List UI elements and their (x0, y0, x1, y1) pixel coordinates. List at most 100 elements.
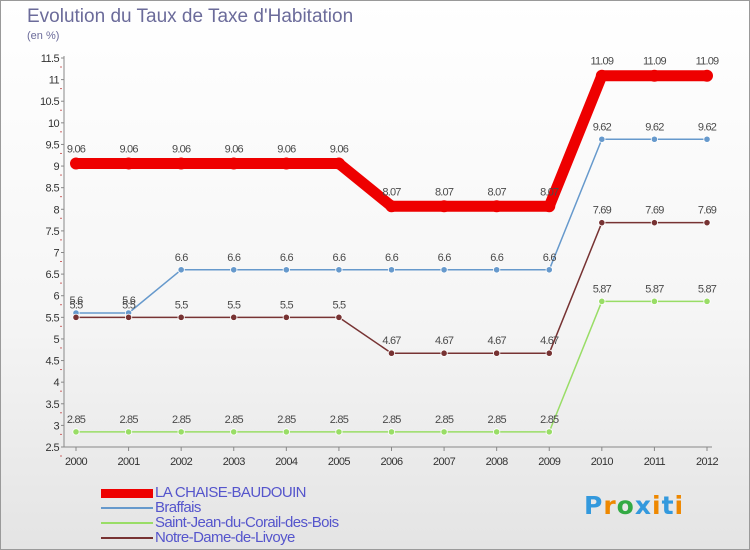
x-tick-label: 2007 (433, 456, 456, 468)
y-tick-label: 11 (49, 75, 60, 87)
data-label: 6.6 (332, 252, 346, 264)
data-label: 8.07 (488, 186, 507, 198)
data-label: 9.62 (645, 121, 664, 133)
data-point (280, 157, 293, 170)
logo-letter: i (652, 491, 662, 520)
series-line (75, 221, 708, 354)
x-tick-label: 2011 (644, 456, 666, 468)
data-label: 2.85 (382, 414, 401, 426)
data-label: 6.6 (385, 252, 399, 264)
data-label: 8.07 (382, 186, 401, 198)
data-label: 9.06 (172, 143, 191, 155)
data-label: 11.09 (696, 56, 719, 68)
data-point (438, 200, 451, 213)
y-tick-label: 6 (53, 291, 59, 303)
data-label: 5.5 (280, 299, 294, 311)
x-tick-label: 2012 (696, 456, 719, 468)
y-tick-label: 9.5 (46, 139, 60, 151)
legend-item: Notre-Dame-de-Livoye (101, 529, 461, 546)
logo-letter: t (661, 491, 675, 520)
data-point (227, 157, 240, 170)
x-tick-label: 2002 (170, 456, 193, 468)
data-point (332, 157, 345, 170)
series-line (75, 300, 708, 433)
data-label: 4.67 (540, 335, 559, 347)
data-point (282, 428, 290, 436)
data-label: 2.85 (119, 414, 138, 426)
data-label: 5.5 (175, 299, 189, 311)
data-point (703, 297, 711, 305)
data-point (648, 69, 661, 82)
logo-letter: i (674, 491, 685, 520)
data-label: 9.62 (698, 121, 717, 133)
data-point (282, 313, 290, 321)
data-point (650, 297, 659, 305)
legend-label: Notre-Dame-de-Livoye (155, 529, 295, 546)
data-point (230, 266, 238, 274)
data-point (72, 428, 80, 436)
data-point (650, 219, 659, 227)
data-label: 2.85 (225, 414, 244, 426)
data-point (545, 428, 553, 436)
data-label: 2.85 (67, 414, 86, 426)
y-tick-label: 4.5 (46, 356, 60, 368)
data-point (387, 349, 396, 357)
legend-label: Saint-Jean-du-Corail-des-Bois (155, 514, 339, 531)
data-point (490, 200, 503, 213)
y-tick-label: 5.5 (46, 312, 60, 324)
data-label: 5.6 (70, 295, 84, 307)
x-tick-label: 2006 (380, 456, 403, 468)
data-label: 2.85 (172, 414, 191, 426)
data-label: 6.6 (543, 252, 557, 264)
data-point (598, 219, 606, 227)
data-label: 5.5 (122, 299, 136, 311)
data-label: 8.07 (435, 186, 454, 198)
data-label: 4.67 (382, 335, 401, 347)
data-point (493, 266, 501, 274)
y-tick-label: 4 (53, 377, 59, 389)
data-point (335, 428, 343, 436)
data-label: 11.09 (643, 56, 666, 68)
data-point (122, 157, 135, 170)
data-point (335, 313, 343, 321)
data-label: 5.87 (593, 283, 612, 295)
data-point (598, 135, 606, 143)
logo-letter: P (584, 491, 604, 520)
data-point (598, 297, 606, 305)
data-label: 9.06 (119, 143, 138, 155)
data-label: 9.06 (225, 143, 244, 155)
y-tick-label: 3 (53, 420, 59, 432)
logo-letter: o (616, 491, 635, 520)
data-point (703, 135, 711, 143)
legend-item: LA CHAISE-BAUDOUIN (101, 484, 461, 501)
data-point (177, 266, 185, 274)
logo-letter: r (603, 491, 617, 520)
data-label: 9.06 (67, 143, 86, 155)
data-label: 6.6 (175, 252, 189, 264)
y-tick-label: 7.5 (46, 226, 60, 238)
y-tick-label: 8 (53, 204, 59, 216)
y-tick-label: 10.5 (40, 96, 59, 108)
y-tick-label: 10 (48, 118, 60, 130)
chart-title: Evolution du Taux de Taxe d'Habitation (27, 6, 354, 27)
data-point (703, 219, 711, 227)
x-tick-label: 2004 (275, 456, 298, 468)
legend-item: Saint-Jean-du-Corail-des-Bois (101, 514, 461, 531)
data-label: 11.09 (590, 56, 613, 68)
data-point (440, 349, 448, 357)
y-tick-label: 8.5 (46, 183, 60, 195)
data-label: 2.85 (540, 414, 559, 426)
data-point (124, 428, 133, 436)
data-label: 6.6 (490, 252, 504, 264)
x-tick-label: 2003 (223, 456, 246, 468)
data-point (595, 69, 608, 82)
chart-legend: LA CHAISE-BAUDOUIN Braffais Saint-Jean-du-… (101, 484, 461, 546)
y-tick-label: 6.5 (46, 269, 60, 281)
data-label: 5.5 (70, 299, 84, 311)
data-point (440, 266, 448, 274)
legend-swatch (101, 537, 153, 539)
data-point (282, 266, 290, 274)
data-point (493, 349, 501, 357)
data-point (387, 266, 396, 274)
